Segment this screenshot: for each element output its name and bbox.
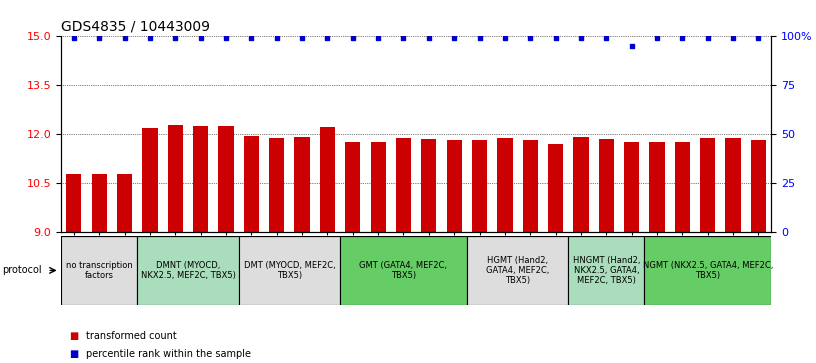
Bar <box>91 174 107 232</box>
Bar <box>396 138 411 232</box>
Bar <box>522 140 538 232</box>
Bar <box>624 143 639 232</box>
Bar <box>497 138 512 232</box>
Text: HGMT (Hand2,
GATA4, MEF2C,
TBX5): HGMT (Hand2, GATA4, MEF2C, TBX5) <box>486 256 549 285</box>
Bar <box>142 128 157 232</box>
Bar <box>675 142 690 232</box>
Bar <box>599 139 614 232</box>
Bar <box>446 140 462 232</box>
Text: HNGMT (Hand2,
NKX2.5, GATA4,
MEF2C, TBX5): HNGMT (Hand2, NKX2.5, GATA4, MEF2C, TBX5… <box>573 256 640 285</box>
Bar <box>320 127 335 232</box>
Text: GDS4835 / 10443009: GDS4835 / 10443009 <box>61 20 211 34</box>
Bar <box>168 125 183 232</box>
Text: DMNT (MYOCD,
NKX2.5, MEF2C, TBX5): DMNT (MYOCD, NKX2.5, MEF2C, TBX5) <box>140 261 235 280</box>
Bar <box>269 138 284 232</box>
Text: no transcription
factors: no transcription factors <box>66 261 133 280</box>
Bar <box>117 174 132 232</box>
Bar <box>700 138 716 232</box>
Bar <box>61 236 137 305</box>
Bar <box>421 139 437 232</box>
Bar <box>370 143 386 232</box>
Bar <box>345 143 361 232</box>
Bar <box>219 126 233 232</box>
Bar <box>725 138 741 232</box>
Bar <box>340 236 467 305</box>
Bar <box>467 236 568 305</box>
Bar <box>244 136 259 232</box>
Bar <box>472 140 487 232</box>
Bar <box>548 144 563 232</box>
Text: DMT (MYOCD, MEF2C,
TBX5): DMT (MYOCD, MEF2C, TBX5) <box>243 261 335 280</box>
Bar <box>568 236 645 305</box>
Bar <box>238 236 340 305</box>
Bar <box>295 137 309 232</box>
Bar <box>751 140 766 232</box>
Bar <box>66 174 82 232</box>
Text: GMT (GATA4, MEF2C,
TBX5): GMT (GATA4, MEF2C, TBX5) <box>360 261 447 280</box>
Bar <box>645 236 771 305</box>
Text: NGMT (NKX2.5, GATA4, MEF2C,
TBX5): NGMT (NKX2.5, GATA4, MEF2C, TBX5) <box>642 261 773 280</box>
Text: transformed count: transformed count <box>86 331 176 341</box>
Bar <box>137 236 238 305</box>
Text: ■: ■ <box>69 331 78 341</box>
Text: percentile rank within the sample: percentile rank within the sample <box>86 349 251 359</box>
Bar <box>193 126 208 232</box>
Text: ■: ■ <box>69 349 78 359</box>
Bar <box>650 143 664 232</box>
Text: protocol: protocol <box>2 265 42 276</box>
Bar <box>574 137 588 232</box>
